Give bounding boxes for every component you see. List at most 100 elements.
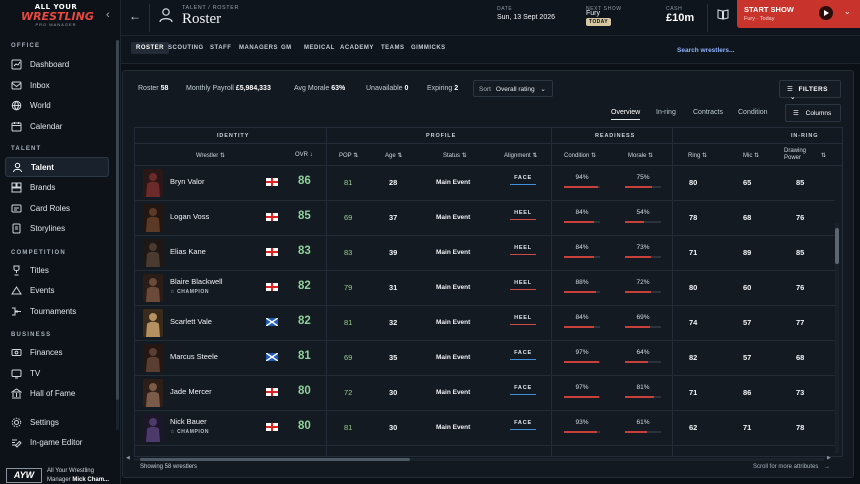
section-label-office: OFFICE [11,43,41,49]
columns-button[interactable]: ☰ Columns [785,104,841,122]
table-row[interactable]: Blaire Blackwell ☆ CHAMPION 82 79 31 Main Eve… [135,271,835,306]
wrestler-name[interactable]: Blaire Blackwell [170,277,223,286]
sidebar-item-world[interactable]: World [5,95,109,115]
col-header-mic[interactable]: Mic ⇅ [743,152,759,159]
view-tab-in-ring[interactable]: In-ring [656,109,676,116]
tab-teams[interactable]: TEAMS [381,45,405,51]
col-header-wrestler[interactable]: Wrestler ⇅ [196,152,225,159]
back-arrow-icon[interactable]: ← [129,9,141,23]
wrestler-name[interactable]: Scarlett Vale [170,317,212,326]
sidebar-scroll-thumb[interactable] [116,40,119,400]
col-morale-label: Morale [628,153,647,159]
tab-staff[interactable]: STAFF [210,45,232,51]
scroll-hint-label: Scroll for more attributes [753,464,819,470]
col-header-condition[interactable]: Condition ⇅ [564,152,596,159]
footer-game-name: All Your Wrestling [47,468,94,474]
sidebar-scrollbar[interactable] [116,40,119,430]
sidebar-item-label: Brands [30,182,56,192]
tab-medical[interactable]: MEDICAL [304,45,335,51]
sidebar-item-storylines[interactable]: Storylines [5,218,109,238]
view-tab-contracts[interactable]: Contracts [693,109,723,116]
table-row[interactable]: Jade Mercer 80 72 30 Main Event FACE 97% 81% 71 8… [135,376,835,411]
ovr-value: 86 [298,175,311,187]
tab-managers[interactable]: MANAGERS [239,45,279,51]
sidebar-item-inbox[interactable]: Inbox [5,75,109,95]
col-header-morale[interactable]: Morale ⇅ [628,152,653,159]
view-tab-condition[interactable]: Condition [738,109,768,116]
tab-roster[interactable]: ROSTER [131,42,170,54]
sidebar-item-in-game-editor[interactable]: In-game Editor [5,432,109,452]
logo-line-2: WRESTLING [21,10,94,23]
sort-value: Overall rating [495,86,535,93]
sidebar-item-dashboard[interactable]: Dashboard [5,54,109,74]
breadcrumb: TALENT / ROSTER [182,5,240,11]
view-tab-overview[interactable]: Overview [611,109,641,120]
start-show-button[interactable]: START SHOW Fury · Today ⌄ [737,0,860,28]
col-header-pop[interactable]: POP ⇅ [339,152,358,159]
table-row[interactable]: Logan Voss 85 69 37 Main Event HEEL 84% 54% 78 68… [135,201,835,236]
book-icon[interactable] [717,8,729,20]
wrestler-name[interactable]: Marcus Steele [170,352,218,361]
tab-academy[interactable]: ACADEMY [340,45,374,51]
sidebar-item-tournaments[interactable]: Tournaments [5,301,109,321]
wrestler-name[interactable]: Bryn Valor [170,177,205,186]
col-header-drawing-power[interactable]: Drawing Power [784,148,806,162]
sidebar-item-finances[interactable]: Finances [5,342,109,362]
table-row[interactable]: Bryn Valor 86 81 28 Main Event FACE 94% 75% 80 65… [135,166,835,201]
wrestler-name[interactable]: Logan Voss [170,212,210,221]
col-header-alignment[interactable]: Alignment ⇅ [504,152,537,159]
sidebar-item-settings[interactable]: Settings [5,412,109,432]
status-value: Main Event [436,354,471,361]
status-value: Main Event [436,249,471,256]
wrestler-name[interactable]: Nick Bauer [170,417,207,426]
stat-morale-value: 63% [331,85,346,92]
sidebar-item-talent[interactable]: Talent [5,157,109,177]
collapse-sidebar-icon[interactable]: ‹ [106,9,110,21]
stat-morale: Avg Morale 63% [294,85,345,92]
scroll-right-icon[interactable]: ▶ [827,455,831,461]
sidebar-item-hall-of-fame[interactable]: Hall of Fame [5,383,109,403]
wrestler-avatar [143,344,163,372]
tab-gm[interactable]: GM [281,45,292,51]
col-header-ovr[interactable]: OVR ↓ [295,152,313,158]
table-row[interactable]: Scarlett Vale 82 81 32 Main Event HEEL 84% 69% 7… [135,306,835,341]
alignment-tag: HEEL [510,210,536,220]
wrestler-name[interactable]: Jade Mercer [170,387,212,396]
col-header-status[interactable]: Status ⇅ [443,152,467,159]
chevron-down-icon[interactable]: ⌄ [844,7,851,16]
col-header-ring[interactable]: Ring ⇅ [688,152,707,159]
table-row[interactable]: Nick Bauer ☆ CHAMPION 80 81 30 Main Event FACE… [135,411,835,446]
stat-payroll-label: Monthly Payroll [186,85,234,92]
status-value: Main Event [436,179,471,186]
scroll-hint[interactable]: Scroll for more attributes → [753,464,830,470]
condition-meter: 88% [564,279,600,293]
table-vertical-scroll-thumb[interactable] [835,228,839,264]
ovr-value: 85 [298,210,311,222]
table-vertical-scrollbar[interactable] [835,223,839,453]
sidebar-item-card-roles[interactable]: Card Roles [5,198,109,218]
tabs-row: ROSTER SCOUTING STAFF MANAGERS GM MEDICAL ACAD… [121,36,860,64]
tab-scouting[interactable]: SCOUTING [168,45,204,51]
sort-icon: ⇅ [754,153,760,159]
dashboard-icon [11,59,22,69]
sort-icon[interactable]: ⇅ [821,153,827,159]
table-row[interactable]: Elias Kane 83 83 39 Main Event HEEL 84% 73% 71 89… [135,236,835,271]
tab-gimmicks[interactable]: GIMMICKS [411,45,446,51]
table-horizontal-scroll-thumb[interactable] [140,458,410,461]
sidebar-item-calendar[interactable]: Calendar [5,116,109,136]
sidebar-item-tv[interactable]: TV [5,363,109,383]
search-input[interactable] [677,42,847,58]
sidebar-item-brands[interactable]: Brands [5,177,109,197]
filters-button[interactable]: ☰ FILTERS ⌄ [779,80,841,101]
col-header-age[interactable]: Age ⇅ [385,152,402,159]
scroll-left-icon[interactable]: ◀ [126,455,130,461]
game-logo[interactable]: ALL YOUR WRESTLING PRO MANAGER [21,4,94,30]
sidebar-item-events[interactable]: Events [5,280,109,300]
england-flag-icon [266,283,278,291]
table-row[interactable]: Marcus Steele 81 69 35 Main Event FACE 97% 64% 8… [135,341,835,376]
drawing-power-value: 76 [796,213,805,222]
sort-select[interactable]: Sort Overall rating ⌄ [473,80,553,97]
wrestler-name[interactable]: Elias Kane [170,247,206,256]
table-horizontal-scrollbar[interactable] [134,458,824,461]
sidebar-item-titles[interactable]: Titles [5,260,109,280]
